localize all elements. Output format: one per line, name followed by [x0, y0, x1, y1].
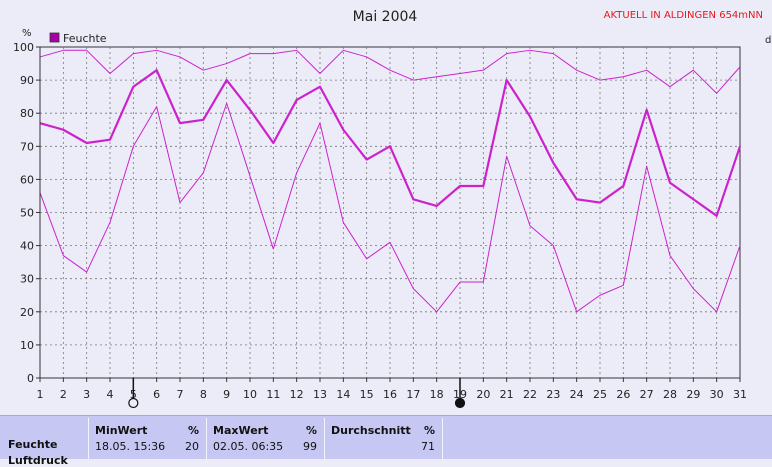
x-tick-label: 22 — [523, 388, 537, 401]
x-tick-label: 24 — [570, 388, 584, 401]
x-tick-label: 11 — [266, 388, 280, 401]
max-unit: % — [306, 424, 317, 437]
average-value-cell: Durchschnitt % 71 — [324, 418, 441, 459]
x-tick-label: 29 — [686, 388, 700, 401]
x-tick-label: 23 — [546, 388, 560, 401]
y-tick-label: 90 — [20, 74, 34, 87]
y-tick-label: 20 — [20, 306, 34, 319]
x-tick-label: 4 — [107, 388, 114, 401]
x-tick-label: 21 — [500, 388, 514, 401]
min-unit: % — [188, 424, 199, 437]
empty-stats-cell — [442, 418, 764, 459]
y-tick-labels: 0 10 20 30 40 50 60 70 80 90 100 — [13, 41, 34, 385]
x-tick-label: 18 — [430, 388, 444, 401]
x-tick-label: 14 — [336, 388, 350, 401]
x-tick-label: 30 — [710, 388, 724, 401]
x-tick-label: 7 — [177, 388, 184, 401]
x-tick-labels: 1234567891011121314151617181920212223242… — [37, 388, 748, 401]
max-time: 02.05. 06:35 — [213, 440, 283, 453]
max-value: 99 — [303, 440, 317, 453]
min-time: 18.05. 15:36 — [95, 440, 165, 453]
x-tick-label: 12 — [290, 388, 304, 401]
min-value-cell: MinWert % 18.05. 15:36 20 — [88, 418, 205, 459]
y-tick-label: 50 — [20, 207, 34, 220]
chart-title: Mai 2004 — [353, 9, 418, 25]
x-tick-label: 13 — [313, 388, 327, 401]
legend-label: Feuchte — [63, 32, 107, 45]
y-axis-unit: % — [22, 28, 32, 39]
stats-row-label-luftdruck: Luftdruck — [8, 454, 68, 467]
right-axis-label: d — [765, 35, 771, 46]
x-tick-label: 2 — [60, 388, 67, 401]
moon-full-icon — [129, 399, 138, 408]
x-tick-label: 26 — [616, 388, 630, 401]
average-unit: % — [424, 424, 435, 437]
x-tick-label: 31 — [733, 388, 747, 401]
y-tick-label: 60 — [20, 173, 34, 186]
max-header: MaxWert — [213, 424, 268, 437]
average-header: Durchschnitt — [331, 424, 411, 437]
x-tick-label: 1 — [37, 388, 44, 401]
y-tick-label: 10 — [20, 339, 34, 352]
x-tick-label: 9 — [223, 388, 230, 401]
y-tick-label: 80 — [20, 107, 34, 120]
x-tick-label: 8 — [200, 388, 207, 401]
x-tick-label: 3 — [83, 388, 90, 401]
x-tick-label: 10 — [243, 388, 257, 401]
x-tick-label: 17 — [406, 388, 420, 401]
max-value-cell: MaxWert % 02.05. 06:35 99 — [206, 418, 323, 459]
x-tick-label: 6 — [153, 388, 160, 401]
y-tick-label: 100 — [13, 41, 34, 54]
station-label: AKTUELL IN ALDINGEN 654mNN — [604, 10, 763, 21]
average-value: 71 — [421, 440, 435, 453]
x-tick-label: 16 — [383, 388, 397, 401]
humidity-chart: Mai 2004 AKTUELL IN ALDINGEN 654mNN % d … — [0, 0, 772, 415]
min-value: 20 — [185, 440, 199, 453]
x-tick-label: 15 — [360, 388, 374, 401]
y-tick-label: 30 — [20, 273, 34, 286]
moon-new-icon — [456, 399, 465, 408]
y-tick-label: 40 — [20, 240, 34, 253]
y-tick-label: 0 — [27, 372, 34, 385]
x-tick-label: 27 — [640, 388, 654, 401]
x-tick-label: 25 — [593, 388, 607, 401]
x-tick-label: 20 — [476, 388, 490, 401]
statistics-panel: Feuchte Luftdruck MinWert % 18.05. 15:36… — [0, 415, 772, 459]
x-tick-label: 28 — [663, 388, 677, 401]
stats-row-label-feuchte: Feuchte — [8, 438, 57, 451]
y-tick-label: 70 — [20, 140, 34, 153]
min-header: MinWert — [95, 424, 147, 437]
legend: Feuchte — [50, 32, 107, 45]
legend-swatch — [50, 33, 59, 42]
